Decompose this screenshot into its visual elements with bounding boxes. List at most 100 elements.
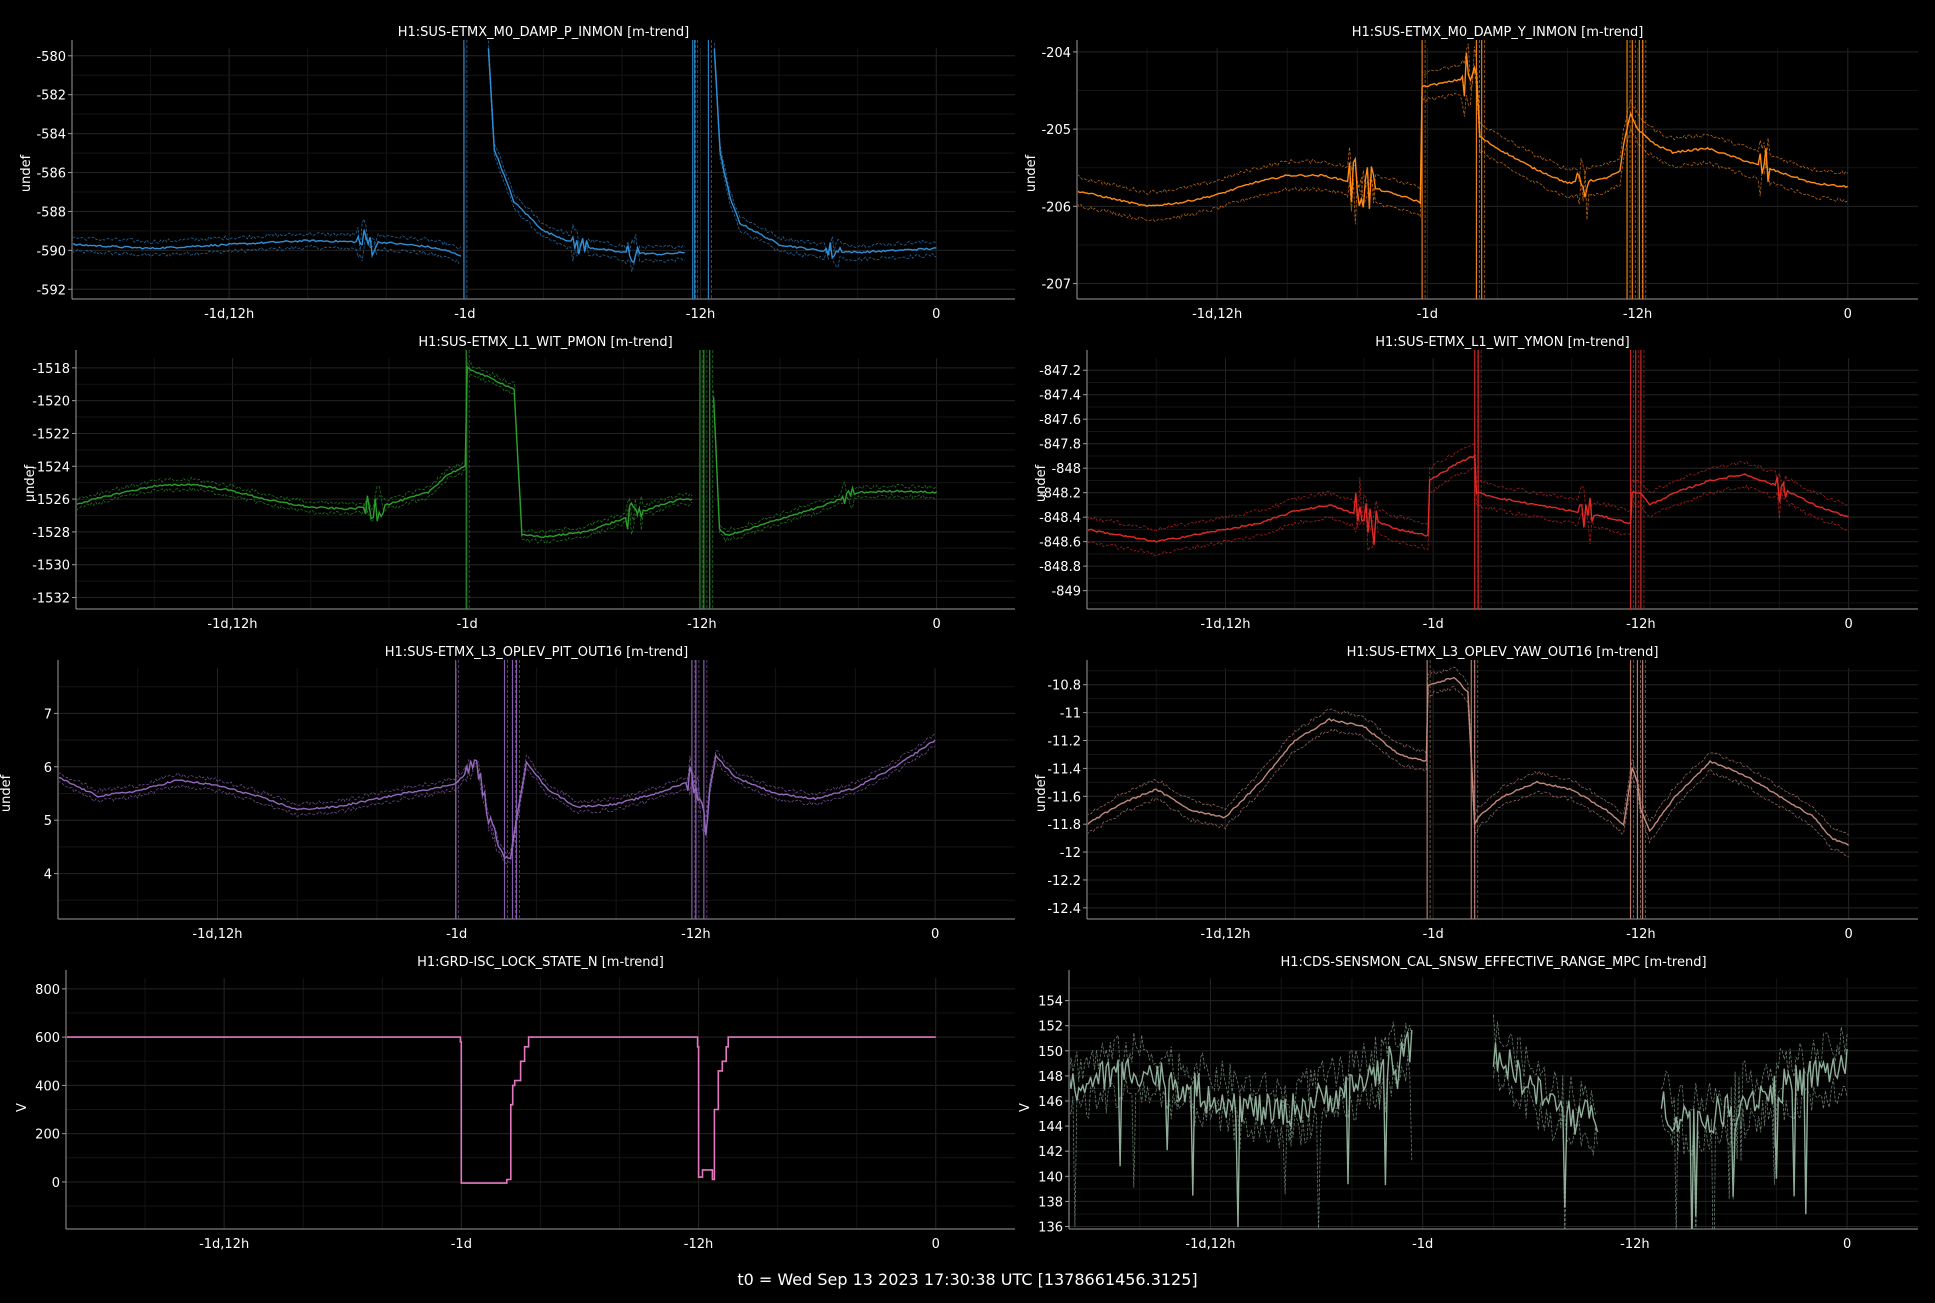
x-tick-label: 0 — [1844, 617, 1852, 632]
y-axis-label: V — [15, 1103, 30, 1112]
y-tick-label: -590 — [36, 244, 66, 259]
grid-lines — [57, 668, 1015, 919]
y-tick-label: -849 — [1051, 585, 1081, 600]
series-line — [1088, 453, 1849, 545]
series-band-max — [1088, 442, 1849, 532]
y-tick-label: 136 — [1038, 1220, 1063, 1235]
grid-lines — [1086, 668, 1918, 919]
y-tick-label: -11.6 — [1047, 790, 1081, 805]
y-tick-label: -10.8 — [1047, 679, 1081, 694]
chart-title: H1:SUS-ETMX_M0_DAMP_P_INMON [m-trend] — [398, 25, 689, 40]
grid-lines — [1076, 48, 1918, 299]
y-tick-label: -11 — [1060, 707, 1081, 722]
y-tick-label: -1518 — [32, 362, 70, 377]
series-band-max — [1070, 1014, 1848, 1229]
y-tick-label: 5 — [44, 814, 52, 829]
x-tick-label: -12h — [681, 927, 710, 942]
y-tick-label: 7 — [44, 707, 52, 722]
y-axis-label: undef — [1034, 464, 1049, 502]
y-tick-label: -847.8 — [1039, 438, 1081, 453]
y-axis-label: undef — [1024, 154, 1039, 192]
x-tick-label: -12h — [1623, 307, 1652, 322]
series-band-max — [1078, 43, 1849, 204]
chart-panel-2: H1:SUS-ETMX_M0_DAMP_Y_INMON [m-trend] und… — [1024, 25, 1918, 322]
y-tick-label: -11.4 — [1047, 762, 1081, 777]
series-band-min — [59, 746, 936, 865]
chart-panel-6: H1:SUS-ETMX_L3_OPLEV_YAW_OUT16 [m-trend]… — [1034, 645, 1918, 942]
series-line — [77, 365, 938, 539]
chart-panel-3: H1:SUS-ETMX_L1_WIT_PMON [m-trend]undef-1… — [23, 335, 1015, 632]
y-tick-label: -848 — [1051, 462, 1081, 477]
x-tick-label: -1d — [1412, 1237, 1433, 1252]
series-band-max — [1088, 666, 1849, 836]
y-tick-label: -848.8 — [1039, 560, 1081, 575]
y-tick-label: 0 — [52, 1176, 60, 1191]
chart-panel-4: H1:SUS-ETMX_L1_WIT_YMON [m-trend]undef-8… — [1034, 335, 1918, 632]
y-tick-label: 600 — [35, 1031, 60, 1046]
y-tick-label: 142 — [1038, 1145, 1063, 1160]
y-tick-label: 4 — [44, 868, 52, 883]
grid-lines — [71, 48, 1015, 299]
y-tick-label: -580 — [36, 50, 66, 65]
y-tick-label: -12 — [1060, 846, 1081, 861]
y-tick-label: 148 — [1038, 1070, 1063, 1085]
x-tick-label: -1d,12h — [192, 927, 242, 942]
series-layer — [59, 660, 936, 919]
chart-panel-8: H1:CDS-SENSMON_CAL_SNSW_EFFECTIVE_RANGE_… — [1018, 955, 1918, 1252]
chart-panel-7: H1:GRD-ISC_LOCK_STATE_N [m-trend] V 800 600… — [15, 955, 1015, 1252]
y-axis-label: undef — [0, 774, 14, 812]
x-tick-label: -1d,12h — [199, 1237, 249, 1252]
y-tick-label: -847.4 — [1039, 389, 1081, 404]
y-tick-label: -11.8 — [1047, 818, 1081, 833]
chart-title: H1:SUS-ETMX_L3_OPLEV_PIT_OUT16 [m-trend] — [385, 645, 688, 660]
y-tick-label: -847.6 — [1039, 413, 1081, 428]
chart-title: H1:GRD-ISC_LOCK_STATE_N [m-trend] — [417, 955, 664, 970]
x-tick-label: -1d,12h — [1185, 1237, 1235, 1252]
x-tick-label: 0 — [1844, 307, 1852, 322]
y-tick-label: -12.2 — [1047, 874, 1081, 889]
series-layer — [1078, 40, 1849, 299]
gps-time-footer: t0 = Wed Sep 13 2023 17:30:38 UTC [13786… — [737, 1270, 1198, 1289]
y-tick-label: -12.4 — [1047, 902, 1081, 917]
series-layer — [67, 1036, 936, 1184]
y-tick-label: -1520 — [32, 395, 70, 410]
y-tick-label: -588 — [36, 205, 66, 220]
x-tick-label: 0 — [1843, 1237, 1851, 1252]
y-tick-label: -205 — [1041, 123, 1071, 138]
grid-lines — [75, 358, 1015, 609]
y-tick-label: 6 — [44, 761, 52, 776]
y-tick-label: -1522 — [32, 427, 70, 442]
y-tick-label: 150 — [1038, 1045, 1063, 1060]
y-tick-label: -1526 — [32, 493, 70, 508]
x-tick-label: -1d — [446, 927, 467, 942]
x-tick-label: -12h — [1626, 617, 1655, 632]
y-tick-label: 152 — [1038, 1020, 1063, 1035]
y-tick-label: -207 — [1041, 278, 1071, 293]
x-tick-label: -1d,12h — [204, 307, 254, 322]
x-tick-label: 0 — [932, 307, 940, 322]
y-axis-label: V — [1018, 1103, 1033, 1112]
y-tick-label: -11.2 — [1047, 735, 1081, 750]
series-layer — [1070, 1014, 1848, 1229]
y-axis-label: undef — [19, 154, 34, 192]
series-line — [73, 48, 937, 264]
y-tick-label: 146 — [1038, 1095, 1063, 1110]
y-tick-label: 144 — [1038, 1120, 1063, 1135]
x-tick-label: -12h — [684, 1237, 713, 1252]
y-tick-label: -1532 — [32, 592, 70, 607]
series-line — [1070, 1029, 1848, 1229]
grid-lines — [1086, 358, 1918, 609]
series-line — [1078, 52, 1849, 209]
x-tick-label: -1d,12h — [1200, 927, 1250, 942]
y-tick-label: -848.4 — [1039, 511, 1081, 526]
series-band-min — [1088, 466, 1849, 556]
series-line — [1088, 676, 1850, 846]
x-tick-label: 0 — [932, 1237, 940, 1252]
series-band-min — [77, 371, 937, 545]
y-tick-label: 140 — [1038, 1170, 1063, 1185]
y-tick-label: -848.6 — [1039, 536, 1081, 551]
y-tick-label: 200 — [35, 1128, 60, 1143]
y-axis-label: undef — [1034, 774, 1049, 812]
y-tick-label: -204 — [1041, 46, 1071, 61]
